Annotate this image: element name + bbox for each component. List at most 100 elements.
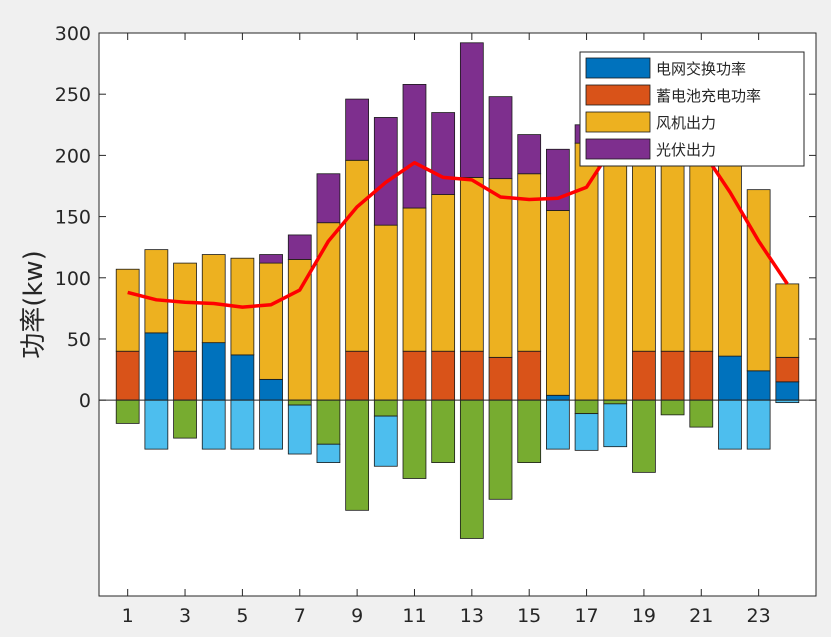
y-tick-label: 50 — [67, 329, 91, 351]
bar-segment-series3-x11 — [402, 207, 427, 352]
bar-segment-series6-x16 — [546, 399, 570, 450]
bar-segment-series2-x11 — [402, 350, 427, 401]
bar-segment-series4-x8 — [316, 173, 341, 224]
bar-segment-series1-x24 — [775, 381, 800, 401]
y-axis-label: 功率(kw) — [19, 250, 49, 359]
legend-swatch — [585, 111, 651, 133]
legend-swatch — [585, 84, 651, 106]
bar-segment-series6-x10 — [373, 415, 398, 467]
bar-segment-series2-x13 — [459, 350, 484, 401]
bar-segment-series3-x10 — [373, 224, 398, 401]
bar-segment-series1-x23 — [746, 370, 771, 401]
bar-segment-series4-x13 — [459, 42, 484, 178]
bar-segment-series2-x19 — [632, 350, 656, 401]
y-tick-label: 100 — [55, 268, 91, 290]
bar-segment-series5-x17 — [574, 399, 599, 415]
bar-segment-series4-x7 — [287, 234, 312, 260]
bar-segment-series6-x17 — [574, 413, 599, 451]
bar-segment-series1-x6 — [259, 378, 283, 401]
bar-segment-series6-x22 — [718, 399, 742, 450]
x-tick-label: 13 — [460, 605, 484, 627]
bar-segment-series5-x10 — [373, 399, 398, 417]
bar-segment-series5-x18 — [603, 399, 628, 405]
y-tick-label: 0 — [79, 390, 91, 412]
bar-segment-series5-x15 — [517, 399, 542, 463]
bar-segment-series4-x12 — [431, 112, 456, 195]
bar-group — [115, 42, 800, 539]
bar-segment-series6-x8 — [316, 443, 341, 463]
x-tick-label: 9 — [351, 605, 363, 627]
x-tick-label: 15 — [517, 605, 541, 627]
bar-segment-series3-x14 — [488, 178, 513, 358]
bar-segment-series5-x20 — [660, 399, 685, 416]
bar-segment-series1-x22 — [718, 355, 742, 401]
bar-segment-series6-x18 — [603, 403, 628, 448]
bar-segment-series6-x6 — [259, 399, 283, 450]
bar-segment-series3-x2 — [144, 249, 169, 334]
bar-segment-series2-x9 — [345, 350, 369, 401]
bar-segment-series5-x19 — [632, 399, 656, 473]
x-tick-label: 7 — [294, 605, 306, 627]
x-tick-label: 23 — [747, 605, 771, 627]
bar-segment-series3-x1 — [115, 268, 140, 352]
bar-segment-series1-x4 — [201, 342, 226, 401]
y-tick-label: 150 — [55, 207, 91, 229]
legend-label: 蓄电池充电功率 — [656, 87, 761, 105]
legend-label: 风机出力 — [656, 114, 716, 132]
bar-segment-series5-x1 — [115, 399, 140, 424]
bar-segment-series5-x3 — [173, 399, 197, 439]
bar-segment-series3-x16 — [546, 210, 570, 396]
bar-segment-series2-x12 — [431, 350, 456, 401]
bar-segment-series3-x7 — [287, 259, 312, 401]
bar-segment-series6-x5 — [230, 399, 255, 450]
bar-segment-series3-x9 — [345, 159, 369, 352]
bar-segment-series3-x24 — [775, 283, 800, 358]
bar-segment-series4-x14 — [488, 96, 513, 180]
bar-segment-series5-x9 — [345, 399, 369, 511]
x-tick-label: 17 — [574, 605, 598, 627]
x-tick-label: 3 — [179, 605, 191, 627]
bar-segment-series5-x8 — [316, 399, 341, 445]
plot-frame — [98, 32, 817, 597]
bar-segment-series3-x4 — [201, 254, 226, 344]
bar-segment-series2-x1 — [115, 350, 140, 401]
bar-segment-series4-x10 — [373, 117, 398, 226]
bar-segment-series2-x20 — [660, 350, 685, 401]
x-tick-label: 11 — [402, 605, 426, 627]
legend-label: 电网交换功率 — [656, 60, 746, 78]
legend-swatch — [585, 57, 651, 79]
bar-segment-series4-x9 — [345, 98, 369, 161]
bar-segment-series1-x16 — [546, 394, 570, 401]
bar-segment-series3-x17 — [574, 142, 599, 401]
bar-segment-series4-x15 — [517, 134, 542, 175]
x-tick-label: 5 — [236, 605, 248, 627]
bar-segment-series1-x5 — [230, 354, 255, 401]
legend-label: 光伏出力 — [656, 141, 716, 159]
bar-segment-series6-x4 — [201, 399, 226, 450]
x-tick-label: 1 — [122, 605, 134, 627]
bar-segment-series3-x8 — [316, 222, 341, 401]
bar-segment-series3-x6 — [259, 262, 283, 380]
bar-segment-series4-x16 — [546, 148, 570, 211]
bar-segment-series6-x23 — [746, 399, 771, 450]
bar-segment-series6-x7 — [287, 404, 312, 455]
y-tick-label: 200 — [55, 145, 91, 167]
bar-segment-series5-x21 — [689, 399, 714, 428]
bar-segment-series2-x21 — [689, 350, 714, 401]
bar-segment-series5-x14 — [488, 399, 513, 500]
bar-segment-series6-x2 — [144, 399, 169, 450]
bar-segment-series5-x7 — [287, 399, 312, 406]
y-tick-label: 300 — [55, 23, 91, 45]
x-tick-label: 21 — [689, 605, 713, 627]
bar-segment-series3-x12 — [431, 194, 456, 352]
bar-segment-series2-x15 — [517, 350, 542, 401]
bar-segment-series3-x23 — [746, 189, 771, 372]
bar-segment-series1-x2 — [144, 332, 169, 401]
bar-segment-series5-x11 — [402, 399, 427, 479]
y-tick-label: 250 — [55, 84, 91, 106]
bar-segment-series3-x3 — [173, 262, 197, 352]
